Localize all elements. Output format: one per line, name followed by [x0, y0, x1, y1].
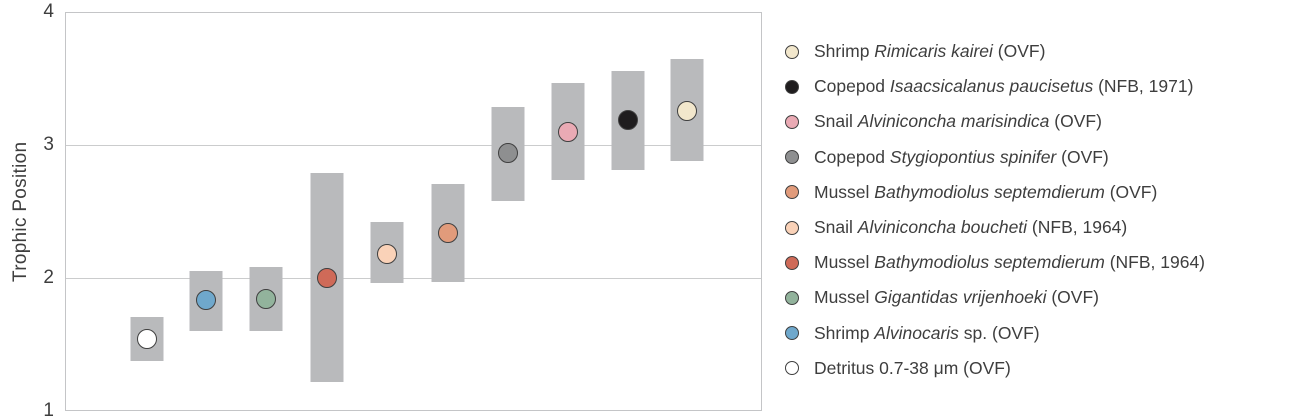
- y-tick-label: 1: [43, 400, 54, 420]
- data-point-marker: [377, 243, 398, 264]
- legend: Shrimp Rimicaris kairei (OVF) Copepod Isa…: [782, 34, 1205, 386]
- legend-item: Shrimp Alvinocaris sp. (OVF): [782, 316, 1205, 351]
- legend-swatch-icon: [785, 255, 799, 270]
- legend-swatch-icon: [785, 114, 799, 129]
- legend-item: Mussel Gigantidas vrijenhoeki (OVF): [782, 280, 1205, 315]
- legend-swatch-icon: [785, 185, 799, 200]
- gridline: [66, 277, 761, 279]
- legend-item: Snail Alviniconcha boucheti (NFB, 1964): [782, 210, 1205, 245]
- legend-label: Copepod Stygiopontius spinifer (OVF): [814, 146, 1109, 167]
- legend-label: Mussel Bathymodiolus septemdierum (NFB, …: [814, 252, 1206, 273]
- y-tick-label: 3: [43, 133, 54, 155]
- legend-label: Snail Alviniconcha boucheti (NFB, 1964): [814, 217, 1128, 238]
- legend-item: Mussel Bathymodiolus septemdierum (NFB, …: [782, 245, 1205, 280]
- plot-area: [65, 12, 762, 411]
- legend-item: Shrimp Rimicaris kairei (OVF): [782, 34, 1205, 69]
- gridline: [66, 145, 761, 147]
- data-point-marker: [196, 290, 217, 311]
- legend-swatch-icon: [785, 150, 799, 165]
- legend-label: Mussel Gigantidas vrijenhoeki (OVF): [814, 287, 1099, 308]
- legend-label: Snail Alviniconcha marisindica (OVF): [814, 111, 1102, 132]
- data-point-marker: [437, 222, 458, 243]
- legend-swatch-icon: [785, 361, 799, 376]
- legend-swatch-icon: [785, 79, 799, 94]
- legend-label: Shrimp Rimicaris kairei (OVF): [814, 41, 1046, 62]
- legend-swatch-icon: [785, 44, 799, 59]
- legend-item: Copepod Stygiopontius spinifer (OVF): [782, 140, 1205, 175]
- legend-item: Snail Alviniconcha marisindica (OVF): [782, 104, 1205, 139]
- y-tick-label: 4: [43, 1, 54, 22]
- data-point-marker: [256, 288, 277, 309]
- legend-swatch-icon: [785, 326, 799, 341]
- legend-swatch-icon: [785, 220, 799, 235]
- legend-label: Shrimp Alvinocaris sp. (OVF): [814, 322, 1040, 343]
- data-point-marker: [498, 143, 519, 164]
- y-axis-ticks: 1 2 3 4: [0, 1, 54, 420]
- legend-label: Copepod Isaacsicalanus paucisetus (NFB, …: [814, 76, 1194, 97]
- legend-item: Detritus 0.7-38 μm (OVF): [782, 351, 1205, 386]
- data-point-marker: [677, 100, 698, 121]
- legend-label: Mussel Bathymodiolus septemdierum (OVF): [814, 181, 1158, 202]
- y-tick-label: 2: [43, 266, 54, 288]
- legend-item: Copepod Isaacsicalanus paucisetus (NFB, …: [782, 69, 1205, 104]
- data-point-marker: [617, 110, 638, 131]
- legend-label: Detritus 0.7-38 μm (OVF): [814, 357, 1011, 378]
- data-point-marker: [317, 267, 338, 288]
- legend-swatch-icon: [785, 290, 799, 305]
- data-point-marker: [136, 328, 157, 349]
- data-point-marker: [557, 122, 578, 143]
- legend-item: Mussel Bathymodiolus septemdierum (OVF): [782, 175, 1205, 210]
